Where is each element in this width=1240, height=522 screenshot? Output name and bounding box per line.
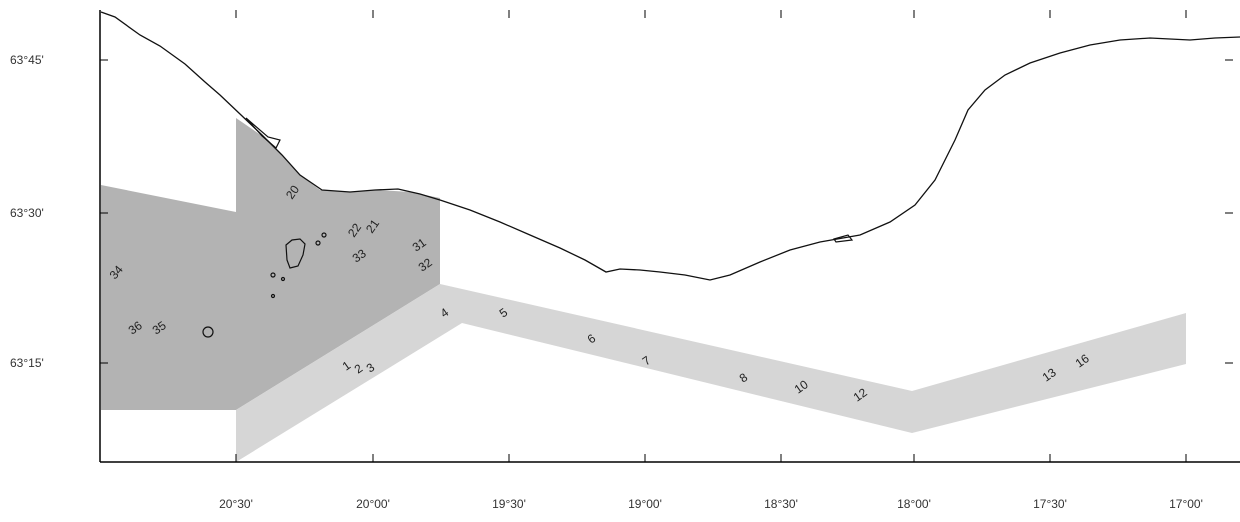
dark-survey-region — [101, 118, 440, 410]
island-group — [202, 117, 854, 338]
y-label-63-15: 63°15' — [10, 356, 44, 370]
light-survey-band — [236, 284, 1186, 462]
x-label-19-00: 19°00' — [628, 497, 662, 511]
y-label-63-30: 63°30' — [10, 206, 44, 220]
x-axis — [235, 10, 1187, 462]
x-label-20-30: 20°30' — [219, 497, 253, 511]
x-label-18-30: 18°30' — [764, 497, 798, 511]
x-label-17-00: 17°00' — [1169, 497, 1203, 511]
x-label-20-00: 20°00' — [356, 497, 390, 511]
x-label-19-30: 19°30' — [492, 497, 526, 511]
x-label-17-30: 17°30' — [1033, 497, 1067, 511]
y-label-63-45: 63°45' — [10, 53, 44, 67]
y-axis — [100, 59, 1233, 364]
x-label-18-00: 18°00' — [897, 497, 931, 511]
